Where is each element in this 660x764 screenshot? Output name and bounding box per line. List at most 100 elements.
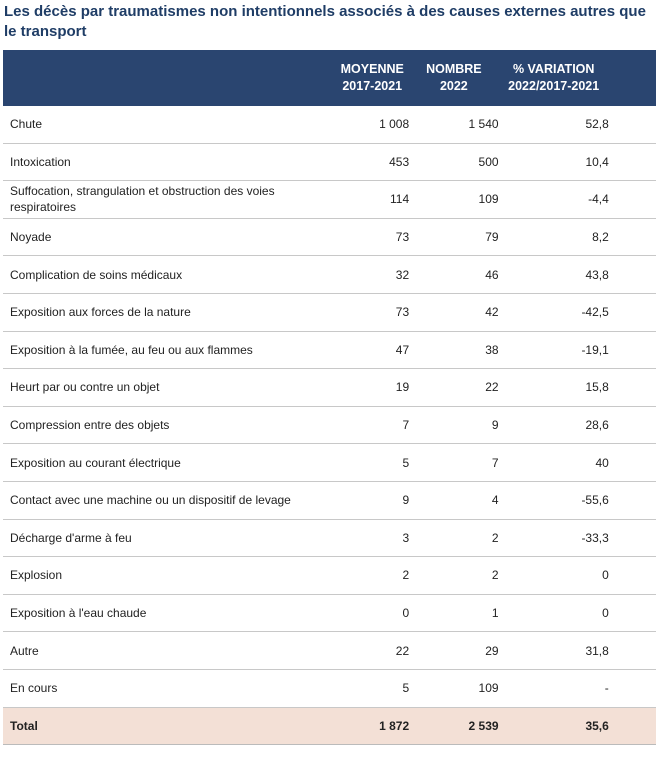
table-row: Compression entre des objets 7 9 28,6 (3, 406, 656, 445)
table-row: Exposition à l'eau chaude 0 1 0 (3, 594, 656, 633)
header-pad (608, 50, 656, 106)
table-row: Exposition au courant électrique 5 7 40 (3, 443, 656, 482)
cell-value: 28,6 (498, 406, 609, 445)
cell-value: 46 (409, 255, 499, 294)
cell-pad (608, 669, 656, 708)
row-label: Exposition à l'eau chaude (3, 594, 336, 633)
cell-value: 1 008 (335, 106, 410, 144)
header-line: % VARIATION (512, 62, 595, 76)
row-label: Chute (3, 106, 336, 144)
cell-pad (608, 631, 656, 670)
table-row: Explosion 2 2 0 (3, 556, 656, 595)
cell-pad (608, 218, 656, 257)
cell-value: 43,8 (498, 255, 609, 294)
row-label: Intoxication (3, 143, 336, 182)
cell-pad (608, 293, 656, 332)
cell-value: 0 (498, 594, 609, 633)
row-label: Décharge d'arme à feu (3, 519, 336, 558)
cell-value: 2 (409, 519, 499, 558)
cell-value: 19 (335, 368, 410, 407)
row-label: Complication de soins médicaux (3, 255, 336, 294)
cell-value: 22 (335, 631, 410, 670)
cell-value: -42,5 (498, 293, 609, 332)
row-label: Total (3, 707, 336, 746)
cell-pad (608, 180, 656, 219)
row-label: Suffocation, strangulation et obstructio… (3, 180, 336, 219)
table-row: En cours 5 109- (3, 669, 656, 708)
table-body: Chute 1 008 1 540 52,8 Intoxication 453 500 10,… (3, 106, 656, 746)
cell-value: 1 (409, 594, 499, 633)
row-label: Autre (3, 631, 336, 670)
cell-pad (608, 106, 656, 144)
table-row: Intoxication 453 500 10,4 (3, 143, 656, 182)
cell-value: 22 (409, 368, 499, 407)
cell-value: 2 (335, 556, 410, 595)
cell-value: 5 (335, 443, 410, 482)
cell-value: 47 (335, 331, 410, 370)
cell-value: -55,6 (498, 481, 609, 520)
cell-value: 42 (409, 293, 499, 332)
cell-value: 79 (409, 218, 499, 257)
row-label: Noyade (3, 218, 336, 257)
column-header: MOYENNE 2017-2021 (335, 50, 410, 106)
row-label: Exposition à la fumée, au feu ou aux fla… (3, 331, 336, 370)
header-line: MOYENNE (340, 62, 404, 76)
header-line: 2022 (439, 79, 468, 93)
row-label: Exposition aux forces de la nature (3, 293, 336, 332)
cell-value: 4 (409, 481, 499, 520)
cell-value: 7 (409, 443, 499, 482)
header-line: NOMBRE (426, 62, 482, 76)
column-header: % VARIATION 2022/2017-2021 (498, 50, 609, 106)
cell-value: 109 (409, 180, 499, 219)
cell-pad (608, 331, 656, 370)
cell-value: -19,1 (498, 331, 609, 370)
row-label: Contact avec une machine ou un dispositi… (3, 481, 336, 520)
cell-value: 38 (409, 331, 499, 370)
table-row: Exposition aux forces de la nature 73 42 -4… (3, 293, 656, 332)
total-row: Total 1 872 2 539 35,6 (3, 707, 656, 746)
cell-value: 29 (409, 631, 499, 670)
cell-value: 2 (409, 556, 499, 595)
header-empty (3, 50, 336, 106)
cell-pad (608, 519, 656, 558)
cell-pad (608, 255, 656, 294)
cell-value: 31,8 (498, 631, 609, 670)
cell-pad (608, 368, 656, 407)
header-line: 2017-2021 (342, 79, 403, 93)
cell-value: 0 (335, 594, 410, 633)
cell-value: 1 540 (409, 106, 499, 144)
data-table: MOYENNE 2017-2021 NOMBRE 2022% VARIATION 202… (3, 50, 656, 746)
row-label: En cours (3, 669, 336, 708)
cell-value: 15,8 (498, 368, 609, 407)
title: Les décès par traumatismes non intention… (4, 3, 646, 40)
cell-value: 32 (335, 255, 410, 294)
cell-value: 2 539 (409, 707, 499, 746)
cell-value: 114 (335, 180, 410, 219)
cell-value: 10,4 (498, 143, 609, 182)
column-header: NOMBRE 2022 (409, 50, 499, 106)
cell-value: 40 (498, 443, 609, 482)
cell-pad (608, 707, 656, 746)
cell-value: 9 (409, 406, 499, 445)
cell-value: 109 (409, 669, 499, 708)
cell-value: 5 (335, 669, 410, 708)
cell-value: 35,6 (498, 707, 609, 746)
header-line: 2022/2017-2021 (508, 79, 600, 93)
cell-value: 73 (335, 293, 410, 332)
cell-value: 500 (409, 143, 499, 182)
cell-pad (608, 481, 656, 520)
cell-value: 8,2 (498, 218, 609, 257)
row-label: Explosion (3, 556, 336, 595)
cell-value: -4,4 (498, 180, 609, 219)
cell-pad (608, 443, 656, 482)
table-row: Contact avec une machine ou un dispositi… (3, 481, 656, 520)
table-row: Exposition à la fumée, au feu ou aux fla… (3, 331, 656, 370)
table-row: Noyade 73 79 8,2 (3, 218, 656, 257)
table-row: Décharge d'arme à feu 3 2 -33,3 (3, 519, 656, 558)
table-row: Chute 1 008 1 540 52,8 (3, 106, 656, 144)
cell-value: 73 (335, 218, 410, 257)
cell-value: 52,8 (498, 106, 609, 144)
cell-value: 7 (335, 406, 410, 445)
